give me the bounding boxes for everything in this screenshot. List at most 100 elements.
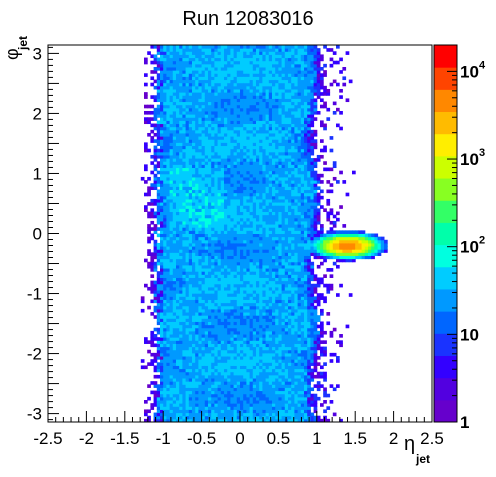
heatmap-cell <box>224 318 228 322</box>
heatmap-cell <box>201 239 206 244</box>
heatmap-cell <box>166 107 171 112</box>
heatmap-cell <box>236 63 241 68</box>
heatmap-cell <box>236 252 241 256</box>
heatmap-cell <box>208 252 212 256</box>
heatmap-cell <box>249 274 254 278</box>
heatmap-cell <box>275 79 279 84</box>
heatmap-cell <box>172 101 177 106</box>
heatmap-cell <box>233 406 238 410</box>
heatmap-cell <box>262 176 267 181</box>
heatmap-cell <box>208 54 212 59</box>
heatmap-cell <box>262 132 267 137</box>
heatmap-cell <box>275 258 279 263</box>
heatmap-cell <box>224 365 228 370</box>
heatmap-cell <box>172 195 177 200</box>
heatmap-cell <box>230 70 235 74</box>
heatmap-cell <box>243 180 247 184</box>
heatmap-cell <box>217 286 222 291</box>
heatmap-cell <box>179 302 183 307</box>
heatmap-cell <box>182 239 187 244</box>
heatmap-cell <box>195 214 199 219</box>
heatmap-cell <box>230 161 235 165</box>
heatmap-cell <box>268 302 273 307</box>
heatmap-cell <box>224 252 228 256</box>
heatmap-cell <box>204 173 209 178</box>
heatmap-cell <box>275 195 279 200</box>
heatmap-cell <box>240 230 244 234</box>
heatmap-cell <box>195 409 199 414</box>
heatmap-cell <box>227 70 231 74</box>
heatmap-cell <box>220 352 225 357</box>
heatmap-cell <box>233 120 238 125</box>
heatmap-cell <box>201 277 206 282</box>
heatmap-cell <box>179 126 183 131</box>
heatmap-cell <box>156 249 161 253</box>
heatmap-cell <box>204 224 209 228</box>
heatmap-cell <box>176 233 180 238</box>
heatmap-cell <box>240 79 244 84</box>
heatmap-cell <box>195 85 199 90</box>
heatmap-cell <box>201 349 206 354</box>
heatmap-cell <box>214 312 219 316</box>
heatmap-cell <box>192 195 196 200</box>
heatmap-cell <box>198 208 203 213</box>
heatmap-cell <box>211 98 215 103</box>
heatmap-cell <box>249 51 254 55</box>
heatmap-cell <box>227 308 231 313</box>
heatmap-cell <box>249 230 254 234</box>
heatmap-cell <box>252 337 257 341</box>
heatmap-cell <box>204 180 209 184</box>
heatmap-cell <box>259 308 263 313</box>
heatmap-cell <box>211 299 215 304</box>
heatmap-cell <box>195 318 199 322</box>
heatmap-cell <box>185 88 190 93</box>
heatmap-cell <box>182 233 187 238</box>
heatmap-cell <box>227 286 231 291</box>
heatmap-cell <box>153 70 158 74</box>
heatmap-cell <box>230 302 235 307</box>
heatmap-cell <box>188 337 193 341</box>
heatmap-cell <box>153 183 158 187</box>
heatmap-cell <box>278 374 283 379</box>
heatmap-cell <box>275 261 279 266</box>
heatmap-cell <box>256 63 260 68</box>
heatmap-cell <box>252 73 257 77</box>
heatmap-cell <box>224 132 228 137</box>
heatmap-cell <box>256 390 260 395</box>
heatmap-cell <box>259 82 263 87</box>
heatmap-cell <box>227 365 231 370</box>
heatmap-cell <box>211 54 215 59</box>
heatmap-cell <box>144 337 148 341</box>
heatmap-cell <box>252 95 257 99</box>
heatmap-cell <box>272 359 276 363</box>
heatmap-cell <box>156 299 161 304</box>
heatmap-cell <box>275 337 279 341</box>
heatmap-cell <box>201 305 206 310</box>
heatmap-cell <box>166 154 171 159</box>
heatmap-cell <box>252 164 257 169</box>
heatmap-cell <box>176 268 180 272</box>
heatmap-cell <box>188 214 193 219</box>
heatmap-cell <box>192 227 196 231</box>
heatmap-cell <box>262 120 267 125</box>
heatmap-cell <box>230 60 235 65</box>
heatmap-cell <box>265 409 270 414</box>
heatmap-cell <box>281 343 286 348</box>
heatmap-cell <box>172 145 177 150</box>
heatmap-cell <box>272 283 276 288</box>
heatmap-cell <box>176 145 180 150</box>
heatmap-cell <box>192 346 196 351</box>
heatmap-cell <box>281 142 286 147</box>
heatmap-cell <box>275 126 279 131</box>
heatmap-cell <box>208 255 212 260</box>
heatmap-cell <box>224 48 228 52</box>
heatmap-cell <box>172 242 177 247</box>
heatmap-cell <box>211 167 215 172</box>
heatmap-cell <box>217 409 222 414</box>
heatmap-cell <box>182 305 187 310</box>
heatmap-cell <box>198 101 203 106</box>
heatmap-cell <box>160 70 164 74</box>
heatmap-cell <box>201 73 206 77</box>
heatmap-cell <box>246 418 251 423</box>
heatmap-cell <box>176 315 180 319</box>
